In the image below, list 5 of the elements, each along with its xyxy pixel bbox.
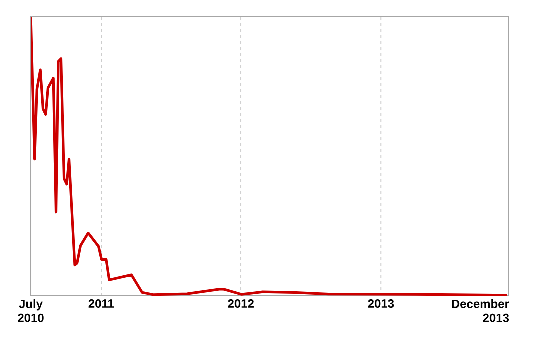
x-tick-label: July 2010 (18, 300, 44, 322)
x-tick-label: 2013 (368, 300, 394, 308)
x-tick-label: 2011 (88, 300, 114, 308)
x-tick-label: December 2013 (452, 300, 510, 322)
x-tick-label: 2012 (228, 300, 254, 308)
